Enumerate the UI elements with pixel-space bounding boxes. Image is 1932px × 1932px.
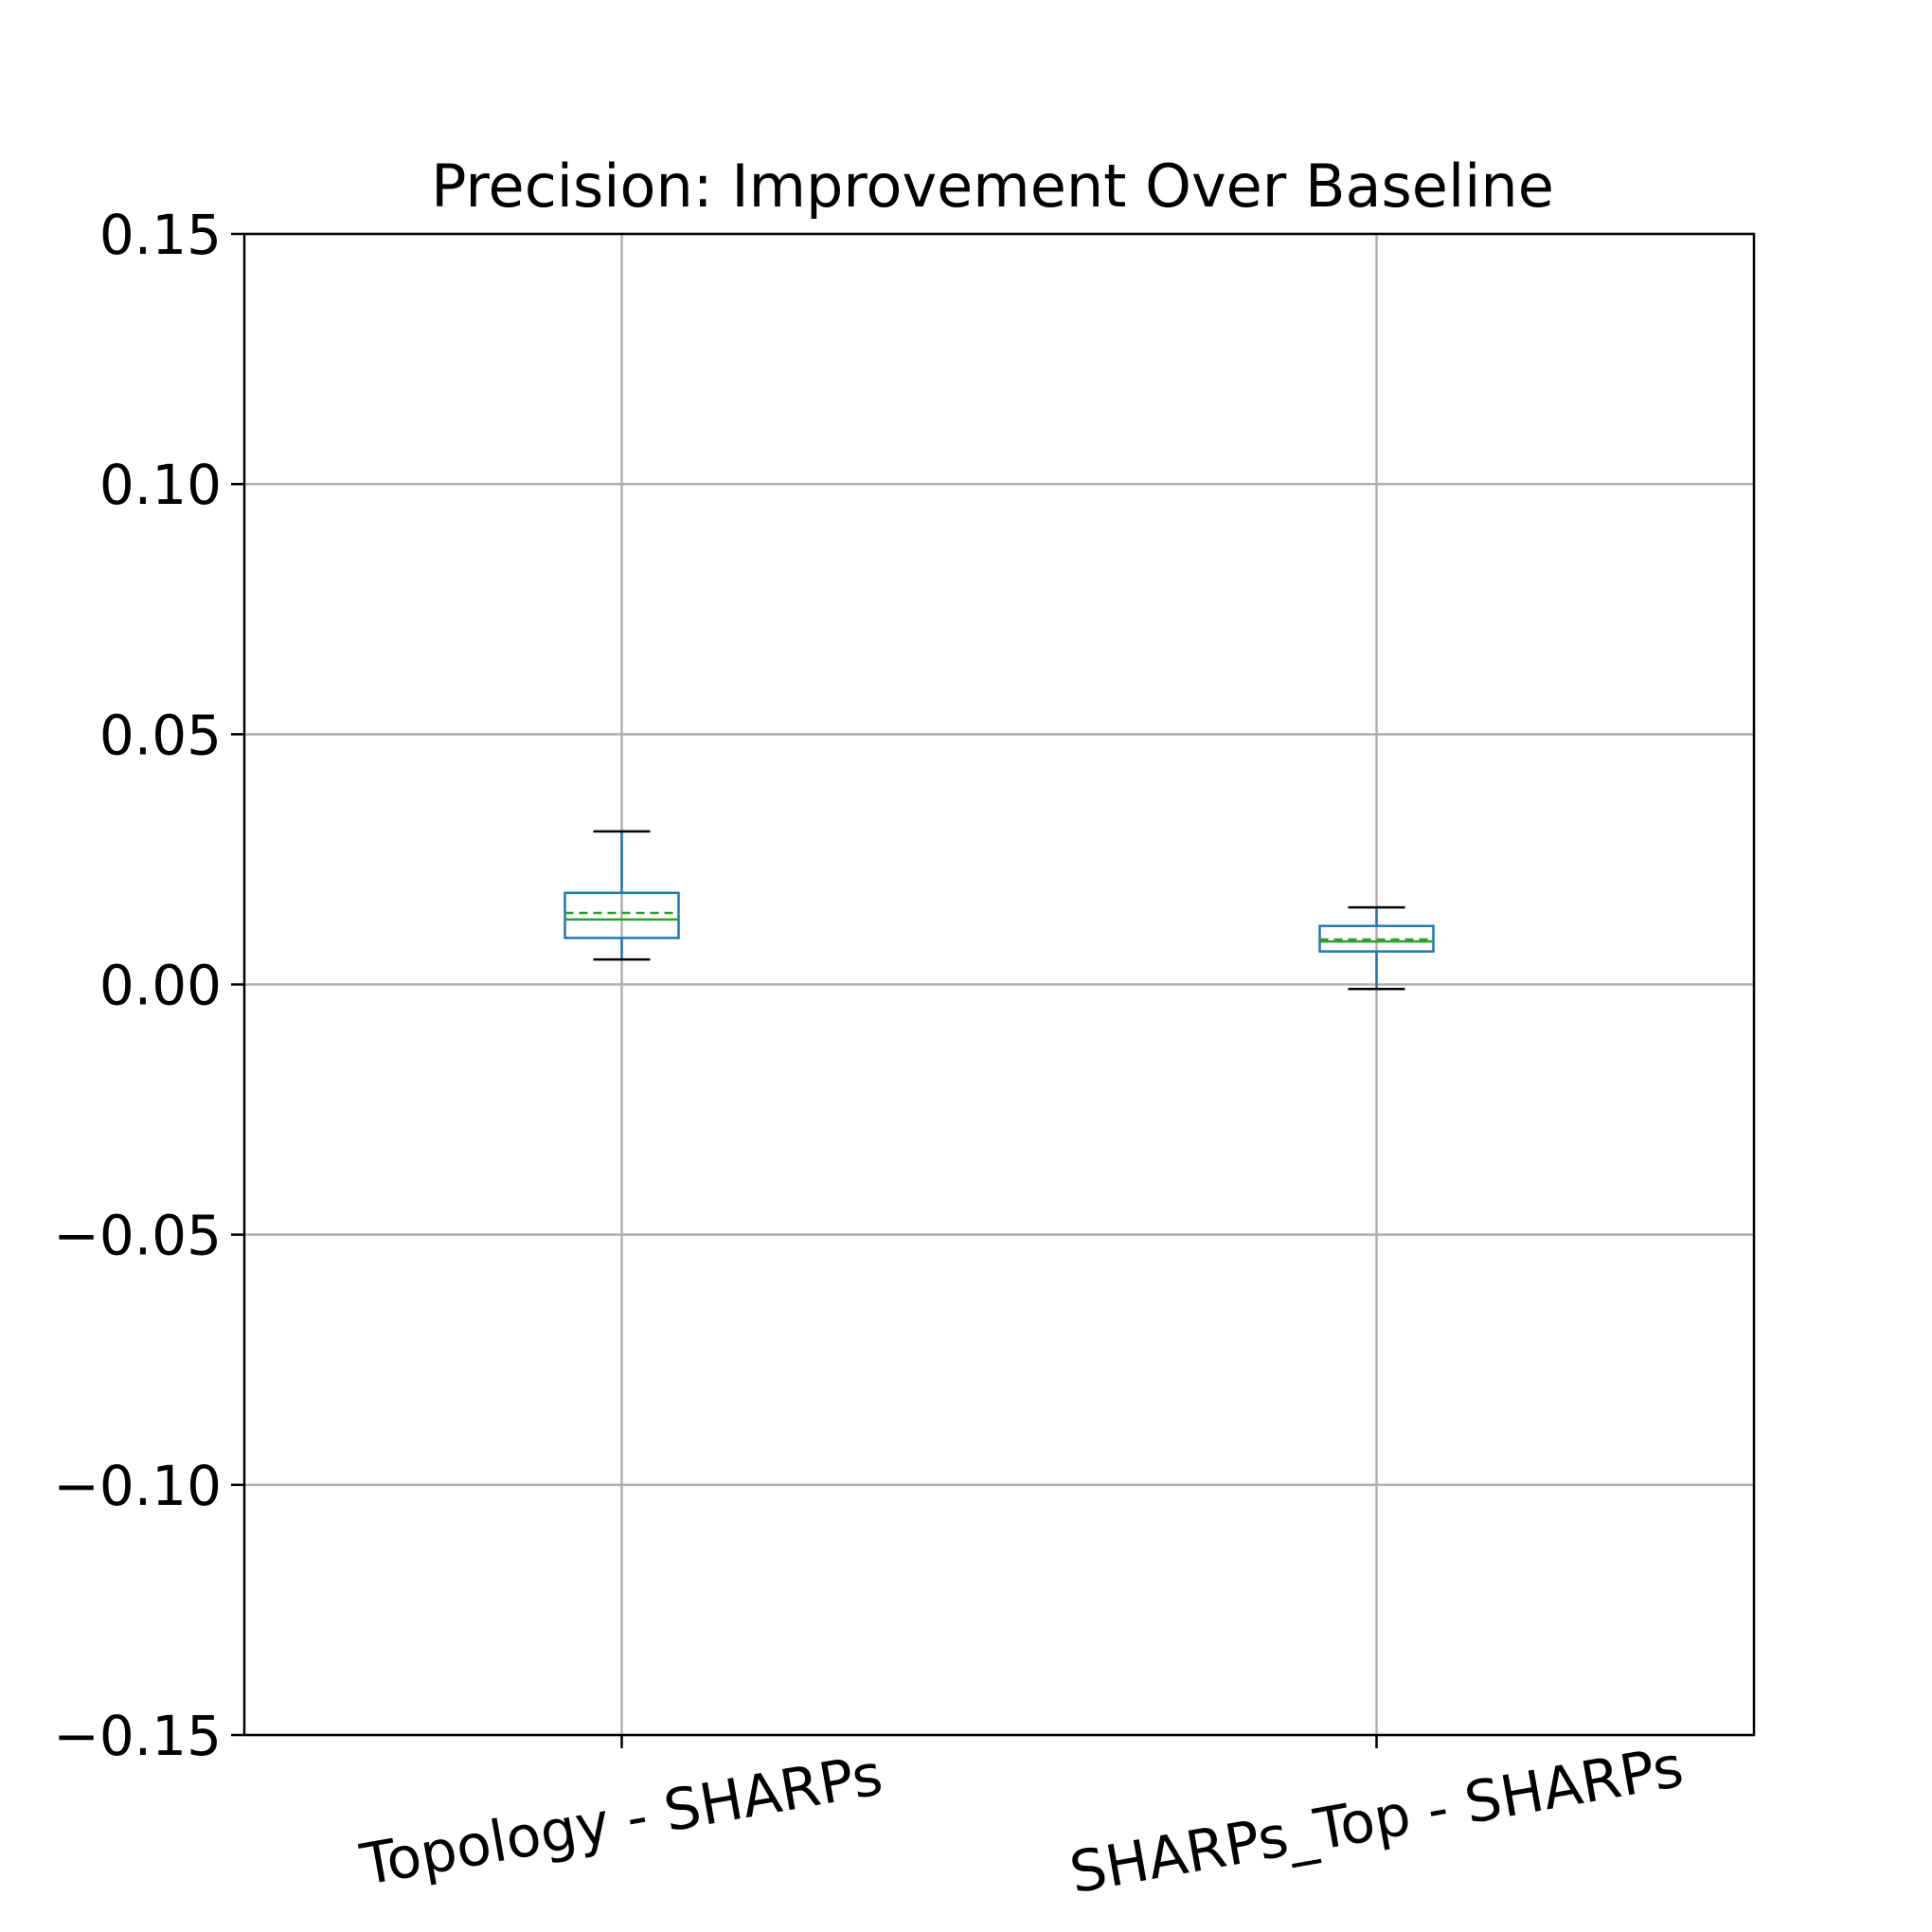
box-body (564, 891, 680, 939)
box-1 (564, 830, 680, 961)
y-tick-label: −0.10 (53, 1454, 222, 1518)
y-tick-label: 0.15 (99, 203, 222, 267)
y-tick-label: −0.05 (53, 1204, 222, 1268)
y-tick-label: 0.00 (99, 954, 222, 1018)
x-tick-label: Topology - SHARPs (355, 1742, 887, 1899)
y-axis: 0.15 0.10 0.05 0.00 −0.05 −0.10 −0.15 (53, 203, 244, 1768)
y-tick-label: 0.10 (99, 453, 222, 517)
y-tick-label: −0.15 (53, 1704, 222, 1768)
y-tick-label: 0.05 (99, 703, 222, 767)
x-axis: Topology - SHARPs SHARPs_Top - SHARPs (355, 1734, 1688, 1907)
chart-title: Precision: Improvement Over Baseline (431, 152, 1554, 221)
x-tick-label: SHARPs_Top - SHARPs (1065, 1734, 1689, 1907)
box-series (564, 830, 1435, 991)
box-2 (1318, 905, 1435, 991)
grid-lines (244, 232, 1754, 1737)
plot-frame (242, 232, 1756, 1737)
